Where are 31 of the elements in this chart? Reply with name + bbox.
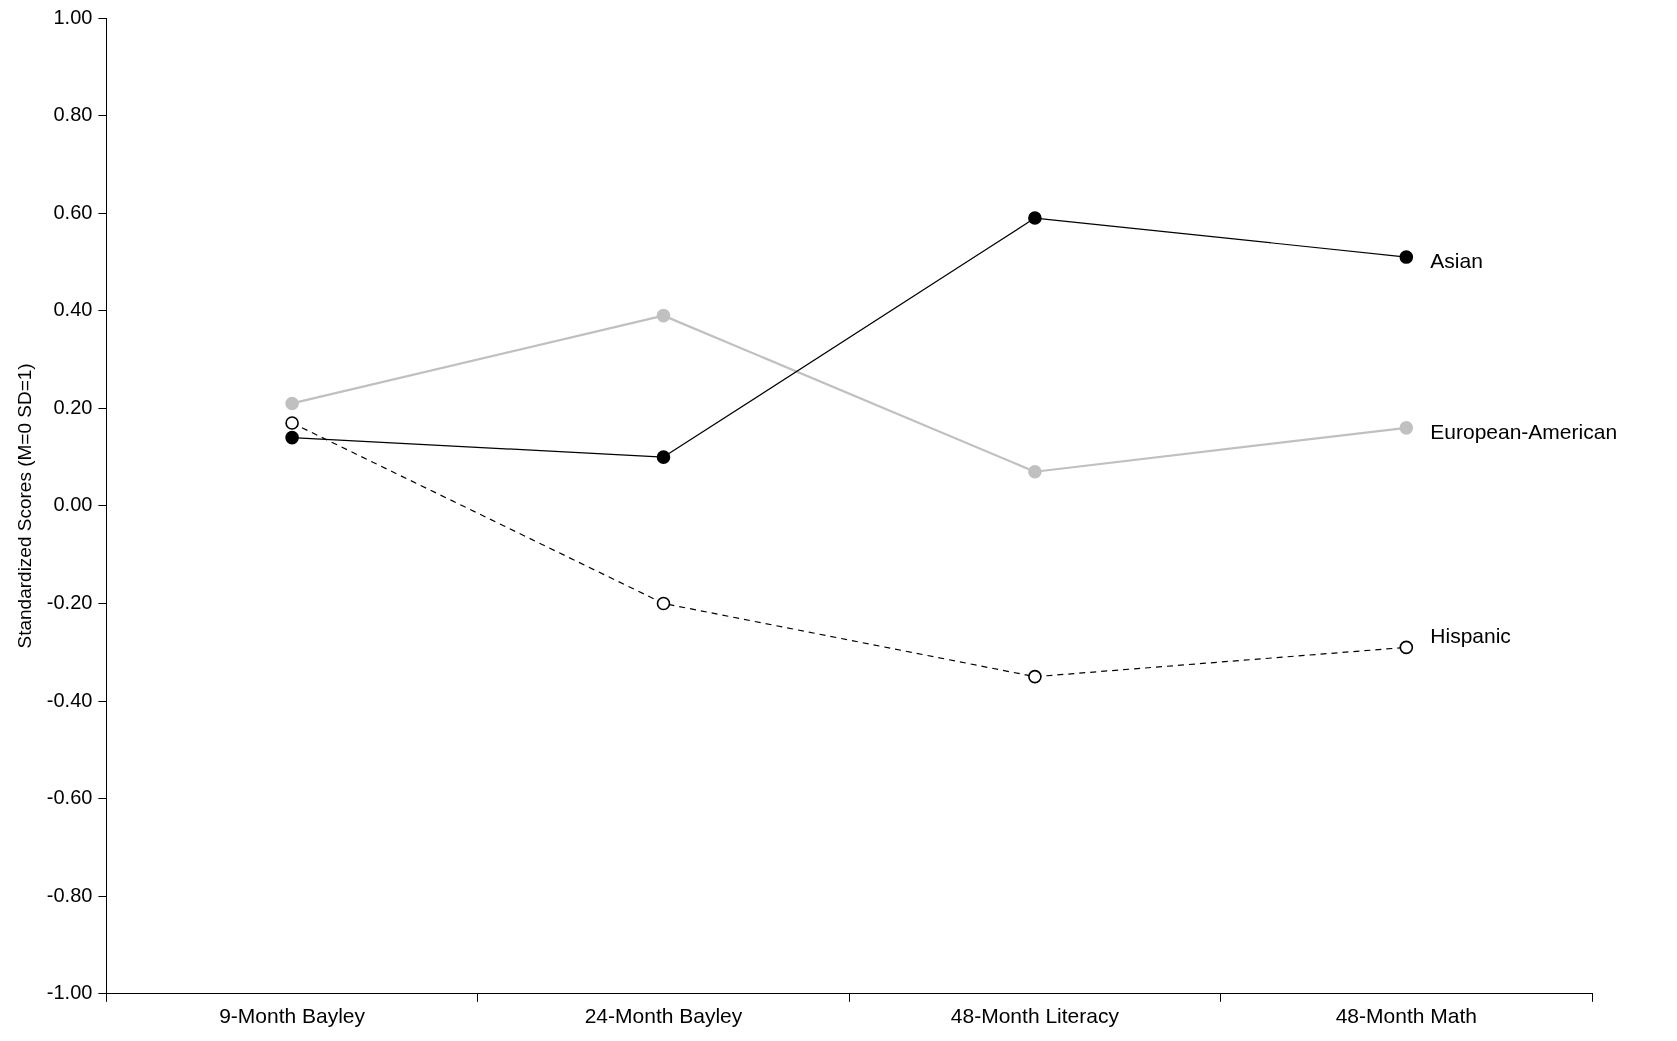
point <box>656 308 671 323</box>
series-label: Hispanic <box>1430 624 1511 648</box>
series-label: European-American <box>1430 419 1618 443</box>
y-tick-label: -1.00 <box>46 981 93 1004</box>
point <box>285 396 299 411</box>
point <box>1028 211 1042 225</box>
x-tick-label: 24-Month Bayley <box>584 1004 743 1028</box>
y-tick-label: 0.00 <box>53 493 93 516</box>
point <box>285 416 299 430</box>
x-tick-label: 48-Month Literacy <box>950 1004 1120 1028</box>
point <box>656 596 671 611</box>
point <box>1028 464 1042 479</box>
y-tick-label: -0.80 <box>46 883 93 906</box>
point <box>656 450 671 464</box>
y-tick-label: -0.20 <box>46 591 93 613</box>
y-tick-label: 0.20 <box>53 395 93 418</box>
point <box>1399 250 1414 264</box>
y-tick-label: -0.60 <box>46 786 93 809</box>
x-tick-label: 48-Month Math <box>1335 1004 1477 1028</box>
y-tick-label: -0.40 <box>46 688 93 711</box>
y-tick-label: 0.40 <box>53 298 93 321</box>
y-tick-label: 1.00 <box>53 5 93 28</box>
point <box>285 430 299 445</box>
point <box>1399 421 1414 435</box>
point <box>1028 669 1042 684</box>
y-tick-label: 0.80 <box>53 103 93 126</box>
y-axis-title: Standardized Scores (M=0 SD=1) <box>13 363 35 649</box>
point <box>1399 640 1414 655</box>
x-tick-label: 9-Month Bayley <box>219 1004 366 1028</box>
series-label: Asian <box>1430 248 1483 272</box>
y-tick-label: 0.60 <box>53 200 93 223</box>
